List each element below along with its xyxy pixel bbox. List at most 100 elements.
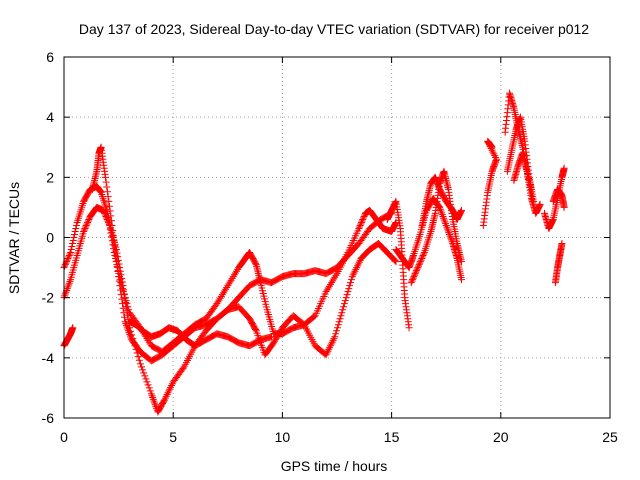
- y-tick-label: 0: [46, 230, 54, 246]
- data-point: [536, 200, 544, 208]
- data-point: [65, 281, 73, 289]
- data-point: [327, 340, 335, 348]
- data-point: [70, 234, 78, 241]
- data-point: [558, 240, 566, 248]
- data-point: [415, 261, 423, 269]
- series-track-4: [60, 324, 77, 350]
- data-point: [80, 226, 88, 234]
- data-point: [69, 324, 77, 332]
- data-point: [167, 383, 175, 391]
- data-point: [114, 256, 122, 264]
- data-point: [149, 395, 157, 403]
- data-point: [116, 282, 124, 290]
- data-point: [332, 271, 340, 279]
- data-point: [103, 214, 111, 222]
- data-point: [150, 397, 158, 405]
- data-point: [227, 276, 235, 284]
- y-tick-label: -4: [42, 350, 55, 366]
- data-point: [121, 294, 129, 302]
- data-point: [66, 250, 74, 258]
- data-point: [356, 221, 364, 229]
- data-point: [272, 334, 280, 342]
- x-tick-label: 10: [275, 429, 291, 445]
- data-point: [492, 153, 500, 161]
- data-point: [64, 283, 72, 291]
- data-point: [119, 304, 127, 312]
- data-point: [271, 337, 279, 345]
- data-point: [140, 369, 148, 377]
- series-track-13: [510, 149, 535, 193]
- series-track-15: [551, 240, 566, 287]
- data-point: [113, 257, 121, 265]
- data-point: [277, 327, 285, 335]
- data-point: [323, 286, 331, 294]
- data-point: [328, 338, 336, 346]
- data-point: [414, 262, 422, 270]
- y-tick-label: -2: [42, 290, 55, 306]
- data-point: [323, 349, 331, 357]
- data-point: [112, 252, 120, 260]
- data-point: [418, 255, 426, 263]
- data-point: [226, 278, 234, 286]
- data-point: [115, 277, 123, 285]
- data-point: [118, 278, 126, 286]
- data-point: [418, 253, 426, 261]
- data-point: [326, 280, 334, 288]
- data-point: [136, 360, 144, 368]
- data-point: [216, 294, 224, 302]
- data-point: [436, 205, 444, 213]
- data-point: [410, 273, 418, 281]
- data-point: [151, 399, 159, 407]
- data-point: [110, 237, 118, 245]
- data-point: [163, 391, 171, 399]
- data-point: [325, 282, 333, 290]
- data-point: [61, 261, 69, 269]
- data-point: [271, 336, 279, 344]
- data-point: [412, 268, 420, 276]
- data-point: [72, 221, 80, 229]
- data-point: [117, 286, 125, 294]
- data-point: [111, 242, 119, 250]
- data-point: [141, 372, 149, 380]
- data-point: [409, 276, 417, 284]
- data-point: [82, 223, 90, 231]
- data-point: [68, 243, 76, 251]
- data-point: [339, 306, 347, 314]
- data-point: [166, 385, 174, 393]
- data-point: [123, 323, 131, 331]
- data-point: [111, 247, 119, 255]
- data-point: [103, 183, 111, 191]
- data-point: [122, 303, 130, 311]
- x-tick-label: 20: [493, 429, 509, 445]
- data-point: [147, 390, 155, 398]
- data-point: [328, 279, 336, 287]
- data-point: [105, 218, 113, 226]
- data-point: [333, 324, 341, 332]
- series-track-16: [549, 185, 568, 211]
- data-point: [409, 274, 417, 282]
- x-tick-label: 0: [60, 429, 68, 445]
- data-point: [80, 227, 88, 235]
- data-point: [445, 230, 453, 238]
- data-point: [70, 230, 78, 238]
- data-point: [411, 271, 419, 279]
- data-point: [107, 212, 115, 220]
- data-point: [66, 277, 74, 285]
- data-point: [125, 329, 133, 337]
- data-point: [144, 336, 152, 344]
- data-point: [61, 262, 69, 270]
- data-point: [120, 313, 128, 321]
- data-point: [224, 282, 232, 290]
- data-point: [61, 292, 69, 300]
- data-point: [441, 218, 449, 226]
- data-point: [331, 333, 339, 341]
- data-point: [413, 265, 421, 273]
- data-point: [274, 331, 282, 339]
- data-point: [148, 392, 156, 400]
- data-point: [391, 257, 399, 265]
- data-point: [330, 335, 338, 343]
- data-point: [233, 267, 241, 275]
- series-track-10: [479, 137, 500, 229]
- data-point: [336, 315, 344, 323]
- data-point: [448, 238, 456, 246]
